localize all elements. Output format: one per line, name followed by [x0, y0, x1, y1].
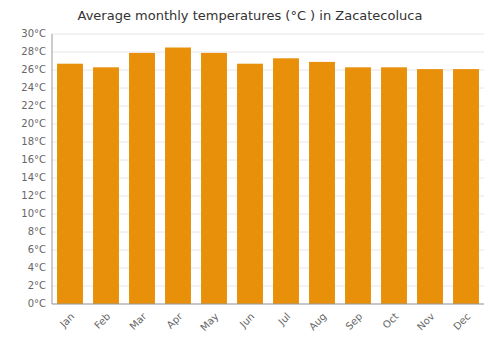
y-tick-label: 22°C [21, 100, 46, 111]
y-tick-label: 2°C [28, 280, 46, 291]
x-tick-label: May [198, 311, 220, 333]
chart-svg: Average monthly temperatures (°C ) in Za… [0, 0, 500, 350]
y-axis-line [52, 34, 53, 304]
bar [453, 69, 479, 304]
x-tick-label: Feb [92, 311, 112, 331]
y-tick-label: 26°C [21, 64, 46, 75]
bar [273, 58, 299, 304]
x-tick-label: Jul [275, 311, 292, 328]
y-tick-label: 16°C [21, 154, 46, 165]
y-tick-label: 14°C [21, 172, 46, 183]
y-tick-labels: 0°C 2°C 4°C 6°C 8°C 10°C 12°C 14°C 16°C 18°C 20°C 2… [21, 28, 46, 309]
x-tick-label: Apr [164, 310, 185, 331]
y-tick-label: 4°C [28, 262, 46, 273]
bar [93, 67, 119, 304]
y-tick-label: 30°C [21, 28, 46, 39]
y-tick-label: 20°C [21, 118, 46, 129]
bar [309, 62, 335, 304]
y-tick-label: 28°C [21, 46, 46, 57]
y-tick-label: 18°C [21, 136, 46, 147]
grid-line [52, 52, 484, 53]
bar [57, 64, 83, 304]
bar [165, 48, 191, 305]
bar [381, 67, 407, 304]
grid-line [52, 34, 484, 35]
chart-container: Average monthly temperatures (°C ) in Za… [0, 0, 500, 350]
x-tick-label: Aug [307, 311, 329, 333]
bar [345, 67, 371, 304]
x-tick-label: Nov [415, 311, 437, 333]
y-tick-label: 8°C [28, 226, 46, 237]
x-tick-label: Jan [57, 311, 76, 330]
y-tick-label: 0°C [28, 298, 46, 309]
x-tick-label: Jun [237, 311, 257, 331]
grid-line [52, 304, 484, 305]
x-tick-label: Sep [343, 311, 364, 332]
x-tick-labels: Jan Feb Mar Apr May Jun Jul Aug Sep Oct Nov Dec [57, 310, 472, 333]
x-tick-label: Dec [451, 311, 472, 332]
y-grid [52, 34, 484, 304]
bar [237, 64, 263, 304]
bar [129, 53, 155, 304]
bar [417, 69, 443, 304]
x-axis-line [52, 304, 484, 305]
bars [57, 48, 479, 305]
y-tick-label: 24°C [21, 82, 46, 93]
y-tick-label: 6°C [28, 244, 46, 255]
y-tick-label: 12°C [21, 190, 46, 201]
chart-title: Average monthly temperatures (°C ) in Za… [78, 8, 423, 23]
x-tick-label: Oct [380, 311, 400, 331]
x-tick-label: Mar [127, 310, 149, 332]
y-tick-label: 10°C [21, 208, 46, 219]
bar [201, 53, 227, 304]
